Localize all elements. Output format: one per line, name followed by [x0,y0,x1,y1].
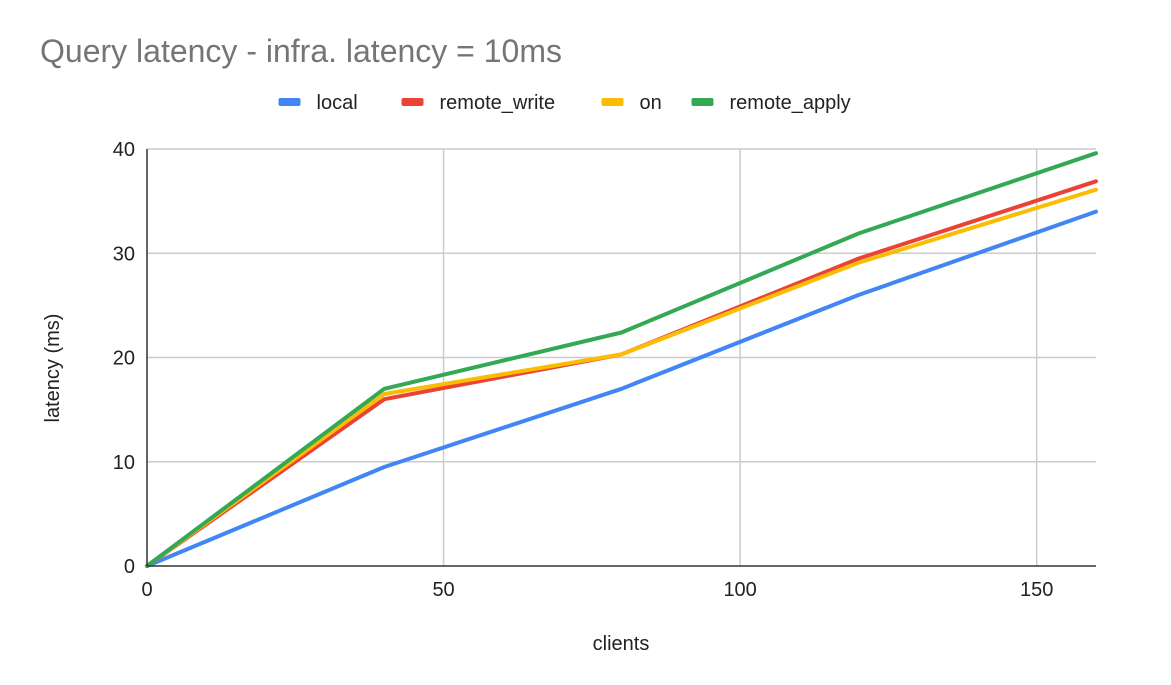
series-line-local [145,209,1098,568]
y-tick-label: 20 [113,348,135,370]
legend-swatch-on [601,98,624,106]
legend-swatch-remote-apply [691,98,714,106]
gridlines [147,148,1096,566]
series-line-on [145,187,1098,568]
x-axis-label: clients [593,633,650,655]
y-axis-label: latency (ms) [42,314,64,423]
x-tick-label: 50 [432,579,454,601]
series-lines [145,151,1098,568]
y-tick-label: 0 [124,556,135,578]
series-line-remote-apply [145,151,1098,568]
axes: 0 10 20 30 40 0 50 100 150 [113,139,1096,601]
chart-title: Query latency - infra. latency = 10ms [40,33,562,69]
y-tick-label: 10 [113,452,135,474]
x-tick-label: 100 [723,579,756,601]
x-tick-label: 0 [141,579,152,601]
legend: local remote_write on remote_apply [278,92,851,114]
x-tick-label: 150 [1020,579,1053,601]
legend-swatch-local [278,98,301,106]
legend-label: local [317,92,358,114]
y-tick-label: 40 [113,139,135,161]
legend-label: remote_apply [730,92,851,114]
legend-label: remote_write [440,92,556,114]
y-tick-label: 30 [113,243,135,265]
legend-label: on [640,92,662,114]
legend-swatch-remote-write [401,98,424,106]
